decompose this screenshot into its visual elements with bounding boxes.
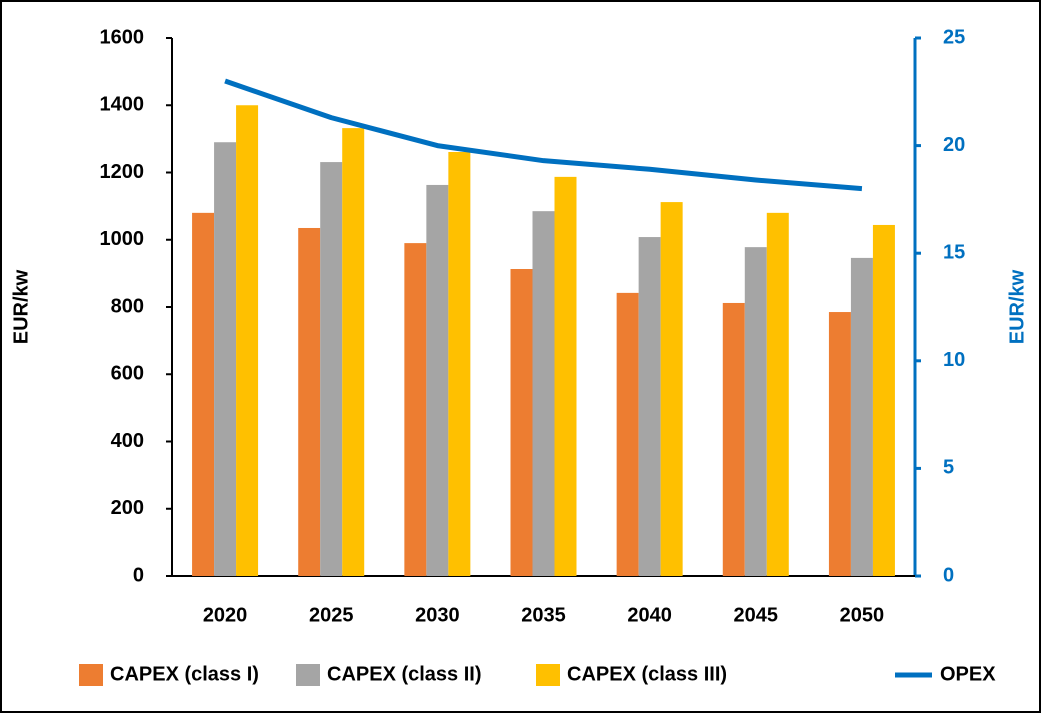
x-tick-label: 2045 bbox=[734, 604, 779, 626]
bar bbox=[744, 247, 767, 576]
y-tick-label: 1400 bbox=[100, 94, 145, 116]
y2-tick-label: 0 bbox=[943, 564, 954, 586]
y2-tick-label: 5 bbox=[943, 457, 954, 479]
y-tick-label: 200 bbox=[111, 497, 144, 519]
x-tick-label: 2040 bbox=[627, 604, 672, 626]
bar bbox=[510, 269, 533, 576]
legend-label: OPEX bbox=[940, 663, 996, 685]
bar bbox=[320, 162, 343, 577]
y-tick-label: 1000 bbox=[100, 228, 145, 250]
x-tick-label: 2030 bbox=[415, 604, 460, 626]
x-tick-label: 2050 bbox=[840, 604, 885, 626]
legend-swatch bbox=[296, 664, 320, 686]
legend-label: CAPEX (class I) bbox=[110, 663, 259, 685]
y-tick-label: 400 bbox=[111, 430, 144, 452]
y-tick-label: 1200 bbox=[100, 161, 145, 183]
x-tick-label: 2025 bbox=[309, 604, 354, 626]
y2-tick-label: 20 bbox=[943, 134, 965, 156]
bar bbox=[298, 227, 321, 576]
legend-label: CAPEX (class III) bbox=[567, 663, 727, 685]
y2-tick-label: 25 bbox=[943, 26, 965, 48]
y-axis-label: EUR/kw bbox=[10, 269, 32, 344]
bar bbox=[722, 302, 745, 576]
legend-swatch bbox=[79, 664, 103, 686]
x-tick-label: 2020 bbox=[203, 604, 248, 626]
bar bbox=[404, 243, 427, 577]
bar bbox=[532, 211, 555, 576]
bar bbox=[828, 312, 851, 576]
bar bbox=[448, 151, 471, 576]
bar bbox=[850, 257, 873, 576]
line bbox=[224, 78, 863, 192]
bar bbox=[638, 237, 661, 576]
bar bbox=[554, 176, 577, 576]
y-tick-label: 800 bbox=[111, 295, 144, 317]
bar bbox=[426, 184, 449, 576]
legend-label: CAPEX (class II) bbox=[327, 663, 482, 685]
y-tick-label: 1600 bbox=[100, 26, 145, 48]
bar bbox=[660, 202, 683, 576]
y2-tick-label: 15 bbox=[943, 241, 965, 263]
y-tick-label: 0 bbox=[133, 564, 144, 586]
bar bbox=[192, 212, 215, 576]
y2-tick-label: 10 bbox=[943, 349, 965, 371]
bar bbox=[342, 128, 365, 577]
x-tick-label: 2035 bbox=[521, 604, 566, 626]
bar bbox=[214, 142, 237, 577]
bar bbox=[766, 212, 789, 576]
bar bbox=[616, 292, 639, 576]
y2-axis-label: EUR/kw bbox=[1006, 269, 1028, 344]
y-tick-label: 600 bbox=[111, 363, 144, 385]
bar bbox=[872, 224, 895, 576]
legend-swatch bbox=[536, 664, 560, 686]
bar bbox=[236, 105, 259, 576]
